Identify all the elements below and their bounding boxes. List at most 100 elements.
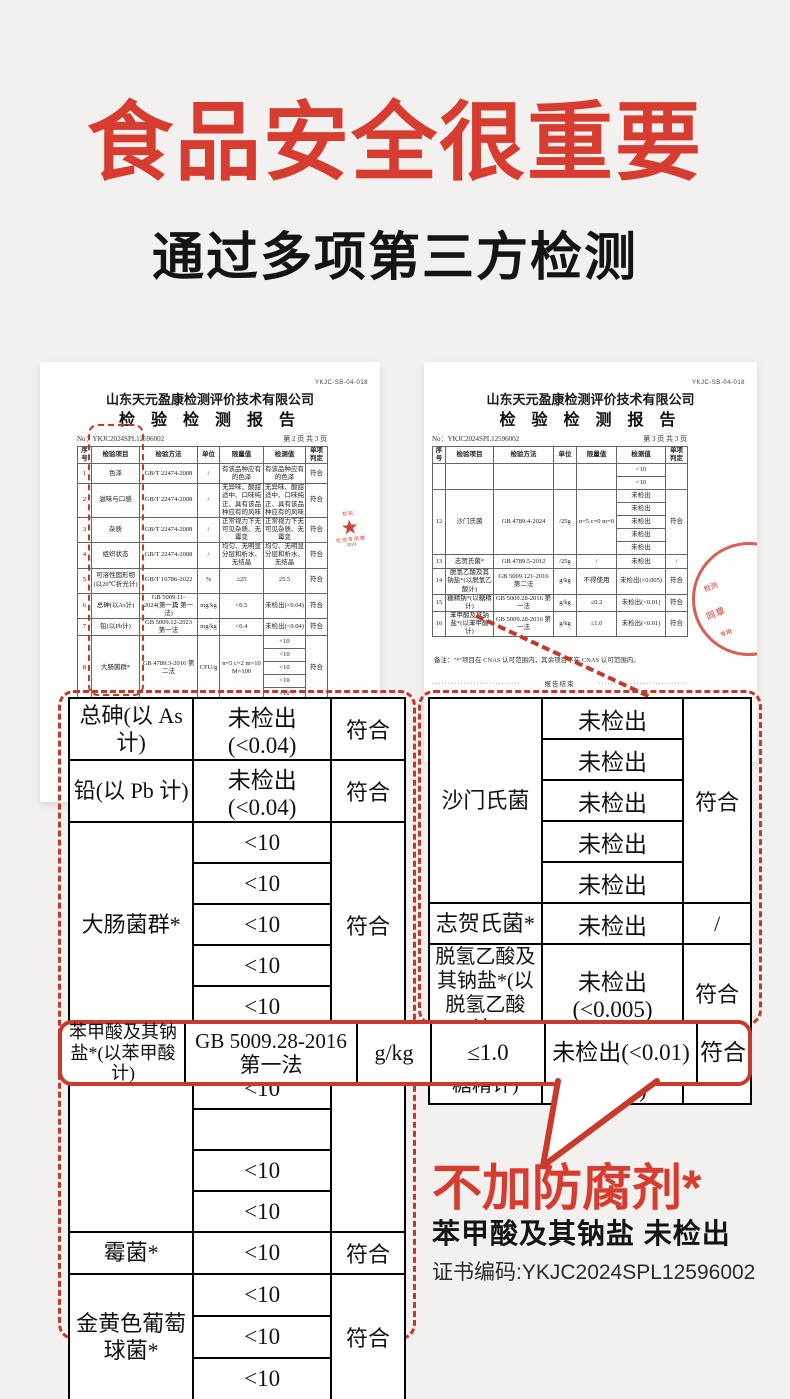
cell-item: 沙门氏菌: [445, 489, 494, 556]
table-header-row: 序号 检验项目 检验方法 单位 限量值 检测值 单项判定: [432, 445, 688, 465]
cell-method: GB 5009.11-2024(第一篇 第一法): [139, 592, 198, 619]
cell-result: 无异味、酸甜适中、口味纯正、具有该品种应有的风味: [263, 483, 306, 518]
cell-method: GB 5009.28-2016 第一法: [186, 1024, 358, 1082]
lab-company-name: 山东天元盈康检测评价技术有限公司: [105, 392, 314, 407]
cell-no: 14: [432, 568, 446, 595]
report-no-line: No：YKJC2024SPL12596002 第 3 页 共 3 页: [432, 434, 687, 444]
cell-result: <10: [192, 944, 333, 987]
table-row: <10: [432, 463, 688, 491]
table-subrow: <10: [69, 1357, 405, 1399]
cell-method: GB 5009.12-2023 第一法: [139, 617, 198, 637]
cell-limit: <0.5: [219, 592, 264, 619]
report-no: No：YKJC2024SPL12596002: [432, 435, 520, 443]
cell-result: 未检出: [540, 738, 685, 781]
cell-no: 16: [432, 610, 446, 638]
cell-result: 未检出: [616, 515, 666, 530]
cell-result: 未检出(<0.04): [263, 592, 306, 619]
cell-method: [493, 463, 554, 491]
benzoic-acid-result-line: 苯甲酸及其钠盐 未检出: [432, 1218, 731, 1249]
table-subrow: <10: [69, 903, 405, 946]
report-title: 检 验 检 测 报 告: [499, 412, 682, 429]
cell-verdict: 符合: [330, 1273, 406, 1399]
cell-verdict: 符合: [330, 1231, 406, 1275]
report-note: 备注："*"项目在 CNAS 认可范围内，其余项目不在 CNAS 认可范围内。: [434, 657, 640, 664]
cell-limit: ≤1.0: [432, 1024, 546, 1082]
cell-verdict: /: [665, 554, 688, 570]
cell-result: 未检出: [616, 541, 666, 556]
no-preservative-headline: 不加防腐剂*: [432, 1160, 702, 1216]
cell-result: <10: [192, 1149, 333, 1192]
col-header: 单位: [553, 445, 577, 465]
cell-result: 未检出(<0.04): [263, 617, 306, 637]
cell-verdict: 符合: [665, 568, 688, 595]
cell-result: 均匀、无明显分层和析水、无结晶: [263, 542, 306, 569]
cell-unit: mg/kg: [197, 592, 220, 619]
table-row: 4 组织状态 GB/T 22474-2008 / 均匀、无明显分层和析水、无结晶…: [77, 542, 328, 569]
cell-method: GB/T 10786-2022: [139, 567, 198, 594]
cell-verdict: 符合: [682, 697, 752, 904]
cell-result: <10: [263, 661, 306, 676]
cell-result: 未检出: [540, 902, 685, 945]
cell-unit: /: [197, 516, 220, 544]
cell-result: 正常视力下无可见杂质、无霉变: [263, 516, 306, 544]
cell-unit: g/kg: [553, 568, 577, 595]
cell-result: <10: [192, 821, 333, 864]
table-subrow: <10: [69, 1149, 405, 1192]
cell-result: <10: [192, 1315, 333, 1359]
page-subtitle: 通过多项第三方检测: [151, 229, 638, 287]
cell-method: GB 5009.121-2016 第二法: [493, 568, 554, 595]
cell-limit: n=5 c=0 m=0: [576, 489, 617, 556]
cell-result: 未检出: [616, 502, 666, 517]
cell-result: <10: [263, 635, 306, 650]
cell-unit: [553, 463, 577, 491]
cell-result: <10: [263, 648, 306, 663]
cell-result: <10: [192, 862, 333, 905]
cell-result: 未检出(<0.04): [192, 697, 333, 761]
form-code: YKJC-SB-04-018: [314, 380, 368, 386]
cell-result: <10: [192, 1190, 333, 1233]
table-subrow: <10: [69, 862, 405, 905]
table-row: 14 脱氢乙酸及其钠盐*(以脱氢乙酸计) GB 5009.121-2016 第二…: [432, 568, 688, 595]
table-row: 12 沙门氏菌 GB 4789.4-2024 /25g n=5 c=0 m=0 …: [432, 489, 688, 556]
col-header: 限量值: [576, 445, 617, 465]
cell-verdict: /: [682, 902, 752, 945]
cell-result: 未检出(<0.04): [192, 759, 333, 823]
cell-item: 霉菌*: [67, 1231, 195, 1275]
lab-company-name: 山东天元盈康检测评价技术有限公司: [486, 392, 695, 407]
table-row: 1 色泽 GB/T 22474-2008 / 有该品种应有的色泽 有该品种应有的…: [77, 463, 328, 485]
cell-verdict: 符合: [665, 593, 688, 612]
cell-unit: g/kg: [358, 1024, 432, 1082]
table-row: 13 志贺氏菌* GB 4789.5-2012 /25g / 未检出 /: [432, 554, 688, 570]
cell-verdict: 符合: [305, 463, 328, 485]
col-header: 检验项目: [91, 445, 140, 465]
cell-unit: /: [197, 542, 220, 569]
cell-no: [432, 463, 446, 491]
cell-result: 未检出: [540, 779, 685, 822]
table-row: 霉菌* <10 符合: [67, 1231, 406, 1275]
col-header: 序号: [432, 445, 446, 465]
table-row: 总砷(以 As 计) 未检出(<0.04) 符合: [67, 697, 406, 761]
table-row: 铅(以 Pb 计) 未检出(<0.04) 符合: [67, 759, 406, 823]
cell-verdict: [665, 463, 688, 491]
table-subrow: 未检出: [429, 779, 751, 822]
cell-unit: /25g: [553, 554, 577, 570]
cell-unit: mg/kg: [197, 617, 220, 637]
cell-verdict: 符合: [665, 610, 688, 638]
cell-result: <10: [616, 463, 666, 478]
cell-item: 大肠菌群*: [67, 821, 195, 1028]
cell-limit: 有该品种应有的色泽: [219, 463, 264, 485]
cell-result: 未检出: [540, 697, 685, 740]
cell-result: 未检出(<0.005): [616, 568, 666, 595]
cell-method: GB/T 22474-2008: [139, 463, 198, 485]
table-row: 5 可溶性固形物(以20℃折光计) GB/T 10786-2022 % ≥25 …: [77, 567, 328, 594]
stamp-text: 专用: [719, 628, 734, 640]
table-row: 沙门氏菌 未检出 符合: [428, 697, 752, 904]
cell-result: 未检出: [616, 528, 666, 543]
cell-verdict: 符合: [330, 759, 406, 823]
cell-result: <10: [616, 476, 666, 491]
cell-unit: g/kg: [553, 593, 577, 612]
cell-result: <10: [192, 1231, 333, 1275]
zoomed-table-right: 沙门氏菌 未检出 符合 未检出 未检出 未检出 未检出 志贺氏菌* 未检出 / …: [418, 690, 762, 1105]
cell-no: 15: [432, 593, 446, 612]
